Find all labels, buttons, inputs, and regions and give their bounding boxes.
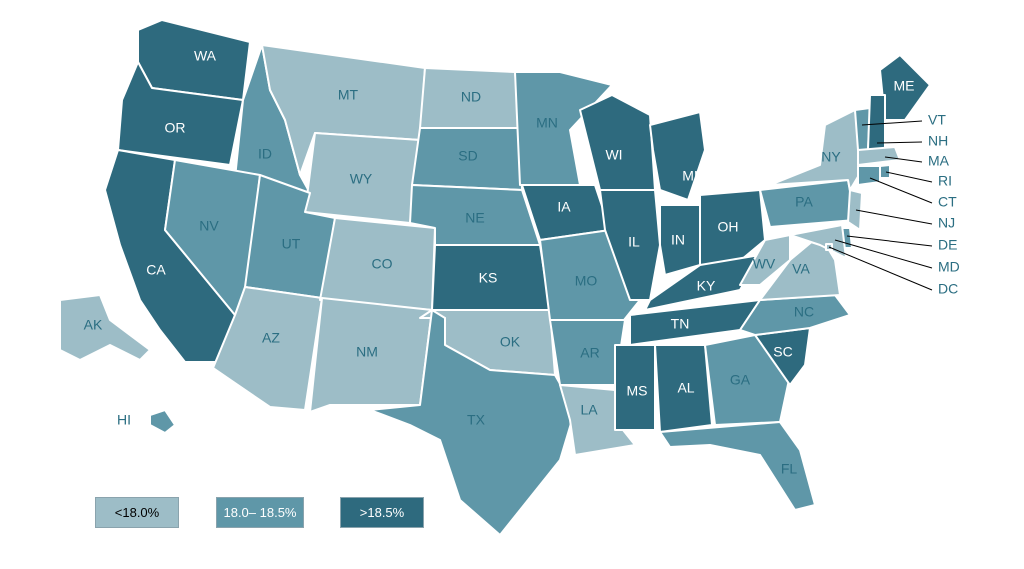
callout-label-de: DE (938, 237, 957, 253)
state-label-nv: NV (199, 218, 219, 234)
state-label-ar: AR (580, 345, 599, 361)
state-mi (649, 111, 706, 201)
leader-line-ct (869, 177, 933, 204)
state-wv (739, 234, 791, 286)
state-fl (659, 421, 816, 511)
state-label-me: ME (894, 78, 915, 94)
state-label-ok: OK (500, 334, 521, 350)
state-label-az: AZ (262, 330, 280, 346)
state-label-ak: AK (84, 317, 103, 333)
state-hi (149, 409, 176, 434)
leader-line-de (846, 235, 933, 247)
state-al (654, 344, 713, 433)
state-label-ga: GA (730, 372, 751, 388)
state-tx (369, 309, 576, 536)
callout-label-ct: CT (938, 194, 957, 210)
state-in (659, 204, 701, 276)
leader-line-ri (885, 171, 933, 183)
callout-label-nh: NH (928, 133, 948, 149)
state-label-al: AL (677, 380, 694, 396)
leader-line-dc (828, 246, 933, 291)
state-nh (867, 94, 886, 151)
leader-line-vt (861, 120, 923, 126)
state-label-ia: IA (557, 199, 571, 215)
state-nm (309, 297, 433, 413)
state-label-fl: FL (781, 461, 798, 477)
state-label-wy: WY (350, 171, 373, 187)
state-mn (514, 71, 613, 186)
state-label-wa: WA (194, 48, 217, 64)
state-label-or: OR (165, 120, 186, 136)
state-nj (847, 189, 863, 231)
state-ri (879, 164, 891, 179)
state-label-wi: WI (605, 147, 622, 163)
state-label-wv: WV (753, 256, 776, 272)
state-label-mo: MO (575, 273, 598, 289)
callout-label-ma: MA (928, 153, 950, 169)
state-label-va: VA (792, 261, 810, 277)
state-shapes (59, 19, 931, 536)
state-label-ca: CA (146, 262, 166, 278)
state-label-pa: PA (795, 194, 813, 210)
legend-label-mid: 18.0– 18.5% (223, 505, 297, 520)
state-wi (579, 94, 656, 191)
legend-item-mid: 18.0– 18.5% (216, 497, 304, 528)
state-label-mt: MT (338, 87, 359, 103)
state-label-oh: OH (718, 219, 739, 235)
leader-line-md (834, 239, 933, 269)
state-label-nc: NC (794, 304, 814, 320)
state-label-sd: SD (458, 148, 477, 164)
leader-line-nh (876, 141, 923, 144)
callout-label-vt: VT (928, 112, 946, 128)
state-label-ky: KY (697, 278, 716, 294)
state-label-nd: ND (461, 89, 481, 105)
callout-label-nj: NJ (938, 215, 955, 231)
state-or (117, 61, 244, 166)
callout-label-md: MD (938, 259, 960, 275)
state-ct (857, 165, 881, 186)
legend-item-low: <18.0% (95, 497, 179, 528)
state-label-ut: UT (282, 236, 301, 252)
legend-item-high: >18.5% (340, 497, 424, 528)
state-label-tn: TN (671, 316, 690, 332)
state-label-id: ID (258, 146, 272, 162)
state-label-ms: MS (627, 383, 648, 399)
state-ga (704, 334, 791, 426)
state-label-la: LA (580, 402, 598, 418)
state-label-mn: MN (536, 115, 558, 131)
leader-line-ma (884, 156, 923, 163)
state-ma (857, 146, 901, 166)
state-label-ny: NY (821, 149, 841, 165)
state-labels: WA OR CA ID NV MT WY UT AZ CO NM ND SD NE KS OK TX MN IA MO… (84, 48, 915, 477)
callout-label-ri: RI (938, 173, 952, 189)
state-label-mi: MI (682, 168, 698, 184)
leader-line-nj (855, 209, 933, 225)
state-label-ks: KS (479, 270, 498, 286)
state-label-sc: SC (773, 344, 792, 360)
state-label-tx: TX (467, 412, 486, 428)
legend-label-low: <18.0% (114, 505, 160, 520)
state-oh (699, 189, 766, 266)
state-label-il: IL (628, 234, 640, 250)
state-label-ne: NE (465, 210, 484, 226)
state-label-co: CO (372, 256, 393, 272)
state-label-hi: HI (117, 412, 131, 428)
northeast-callouts: VT NH MA RI CT NJ DE MD DC (828, 112, 960, 297)
state-ak (59, 294, 151, 361)
legend-label-high: >18.5% (359, 505, 405, 520)
state-ms (614, 344, 656, 431)
callout-label-dc: DC (938, 281, 958, 297)
state-label-in: IN (671, 232, 685, 248)
state-ny (769, 109, 863, 191)
state-label-nm: NM (356, 344, 378, 360)
